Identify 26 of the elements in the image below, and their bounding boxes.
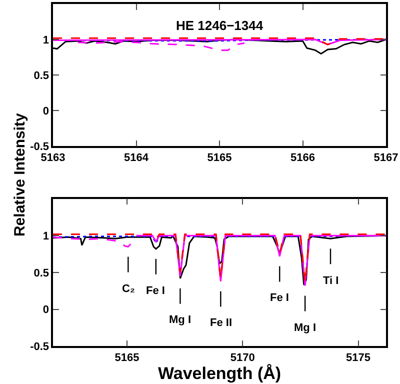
x-tick-label: 5175 <box>346 352 370 364</box>
y-tick-label: -0.5 <box>30 141 50 154</box>
x-tick-label: 5164 <box>124 152 150 164</box>
x-tick-label: 5165 <box>207 152 232 164</box>
annotation: Fe II <box>210 317 232 329</box>
x-tick-label: 5167 <box>374 152 398 164</box>
x-tick-label: 5165 <box>114 352 140 364</box>
x-tick-label: 5163 <box>40 152 66 164</box>
annotation: Mg I <box>294 322 316 334</box>
y-tick-label: 0 <box>42 304 50 316</box>
x-tick-label: 5166 <box>290 152 315 164</box>
annotation: Ti I <box>323 275 339 287</box>
annotation: Fe I <box>146 285 165 297</box>
y-tick-label: 0.5 <box>34 267 50 280</box>
x-axis-title: Wavelength (Å) <box>158 364 282 383</box>
annotation: Fe I <box>270 292 289 304</box>
y-tick-label: 1 <box>42 230 50 243</box>
y-tick-label: 0 <box>42 105 50 118</box>
y-tick-label: -0.5 <box>30 340 50 353</box>
annotation: Mg I <box>169 314 191 326</box>
y-axis-title: Relative Intensity <box>11 112 28 237</box>
y-tick-label: 1 <box>42 34 50 46</box>
text: HE 1246−1344 <box>176 18 264 33</box>
annotation: C₂ <box>122 283 135 295</box>
x-tick-label: 5170 <box>230 352 255 364</box>
y-tick-label: 0.5 <box>34 70 50 82</box>
